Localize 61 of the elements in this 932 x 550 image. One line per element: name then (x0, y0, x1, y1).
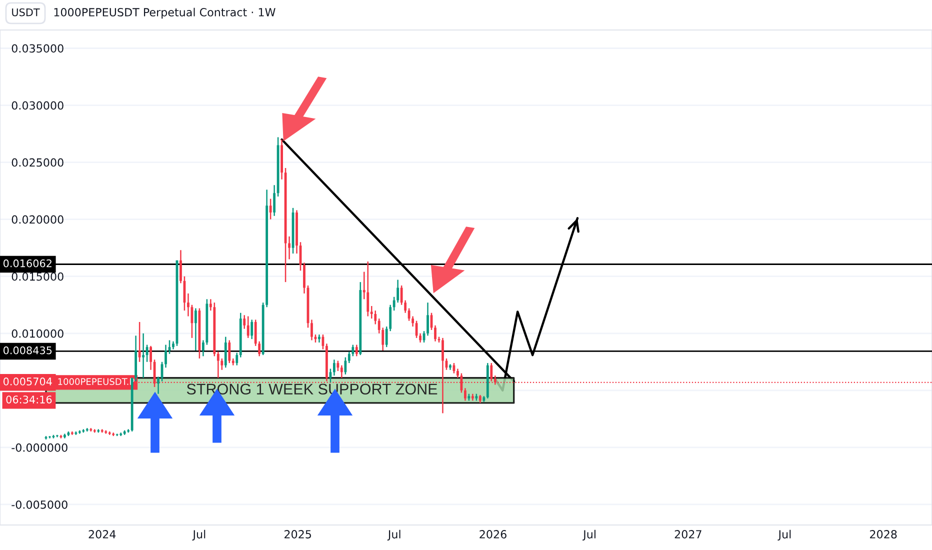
y-tick-label: 0.010000 (12, 329, 64, 338)
x-tick-label: 2027 (674, 530, 702, 538)
candlestick (340, 364, 343, 378)
y-tick-label: -0.000000 (12, 443, 68, 452)
candlestick (187, 292, 190, 317)
candlestick (396, 279, 400, 304)
candlestick (236, 352, 238, 366)
x-tick-label: Jul (582, 530, 596, 541)
candlestick (303, 262, 306, 294)
y-tick-label: 0.015000 (12, 272, 64, 281)
candlestick (138, 321, 141, 363)
band-label: STRONG 1 WEEK SUPPORT ZONE (186, 384, 438, 395)
ref-line-label: 0.005704 (3, 378, 52, 386)
candlestick (48, 435, 51, 439)
candlestick (426, 302, 429, 336)
candlestick (336, 360, 340, 372)
candlestick (216, 351, 220, 378)
x-tick-label: 2025 (284, 530, 311, 538)
candlestick (456, 368, 459, 378)
candlestick (157, 376, 160, 394)
chart-title: 1000PEPEUSDT Perpetual Contract · 1W (54, 8, 276, 19)
candlestick (250, 319, 254, 340)
y-tick-label: 0.035000 (12, 44, 64, 53)
x-tick-label: 2026 (480, 530, 506, 538)
candlestick (355, 344, 358, 357)
candlestick (329, 368, 332, 384)
y-tick-label: 0.020000 (12, 215, 64, 224)
candlestick (332, 358, 336, 376)
candlestick (434, 324, 436, 342)
candlestick (142, 332, 145, 378)
y-tick-label: 0.030000 (12, 101, 64, 110)
annotation: 06:34:16 (6, 396, 52, 404)
x-tick-label: Jul (778, 530, 791, 541)
y-tick-label: 0.025000 (12, 158, 64, 167)
candlestick (273, 184, 276, 217)
candlestick (269, 198, 272, 220)
y-tick-label: -0.005000 (12, 500, 68, 509)
candlestick (150, 345, 152, 371)
candlestick (228, 340, 231, 364)
candlestick (164, 344, 167, 368)
candlestick (246, 316, 250, 339)
x-tick-label: Jul (192, 530, 206, 541)
ref-line-label: 0.008435 (3, 346, 52, 354)
candlestick (243, 314, 246, 330)
candlestick (348, 351, 350, 364)
x-tick-label: 2028 (870, 530, 897, 538)
candlestick (366, 260, 370, 317)
candlestick (464, 388, 466, 402)
text: USDT (12, 8, 40, 16)
candlestick (194, 308, 197, 352)
candlestick (310, 319, 313, 341)
candlestick (344, 356, 347, 376)
candlestick (180, 250, 182, 284)
candlestick (288, 236, 290, 260)
candlestick (318, 334, 320, 344)
candlestick (419, 332, 422, 344)
ref-line-label: 0.016062 (3, 259, 52, 268)
x-tick-label: Jul (387, 530, 400, 541)
x-tick-label: 2024 (88, 530, 116, 538)
candlestick (374, 310, 377, 325)
candlestick (224, 336, 227, 368)
